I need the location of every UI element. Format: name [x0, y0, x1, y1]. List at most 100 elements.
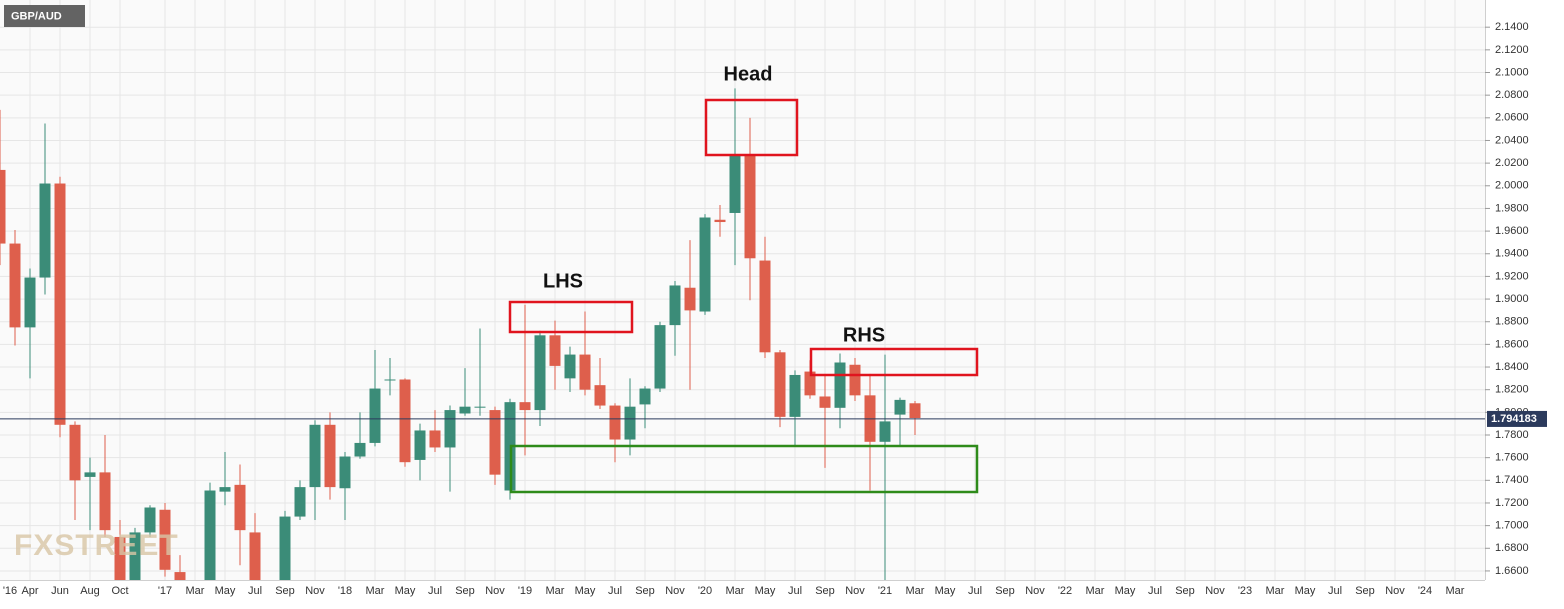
x-tick-label: Jul — [248, 585, 262, 597]
x-tick-label: Mar — [1266, 585, 1285, 597]
y-tick-label: 2.0800 — [1495, 89, 1529, 101]
x-tick-label: May — [1115, 585, 1136, 597]
candle-body — [564, 354, 576, 379]
y-tick-label: 1.7400 — [1495, 474, 1529, 486]
axes: 1.6600 1.6800 1.7000 1.7200 1.7400 1.7600 1.78… — [0, 21, 1547, 597]
candle-body — [519, 402, 531, 411]
x-tick-label: Nov — [845, 585, 865, 597]
candle-body — [459, 406, 471, 414]
x-tick-label: '22 — [1058, 585, 1072, 597]
rhs-box — [809, 347, 979, 377]
x-tick-label: '21 — [878, 585, 892, 597]
candle-body — [414, 430, 426, 460]
symbol-tag — [4, 5, 85, 27]
candle-body — [804, 371, 816, 396]
lhs-box — [508, 300, 634, 334]
x-tick-label: Sep — [635, 585, 655, 597]
x-tick-label: Jun — [51, 585, 69, 597]
candle-body — [534, 335, 546, 411]
x-tick-label: May — [935, 585, 956, 597]
x-tick-label: Jul — [1328, 585, 1342, 597]
x-tick-label: May — [755, 585, 776, 597]
x-tick-label: Nov — [665, 585, 685, 597]
y-tick-label: 2.0000 — [1495, 180, 1529, 192]
candle-body — [714, 219, 726, 223]
x-tick-label: Nov — [305, 585, 325, 597]
annotation: Head — [724, 63, 773, 85]
support-box — [509, 444, 979, 494]
x-tick-label: '24 — [1418, 585, 1432, 597]
candle-body — [0, 169, 6, 244]
x-tick-label: May — [575, 585, 596, 597]
candle-body — [339, 456, 351, 489]
candle-body — [444, 410, 456, 448]
candle-body — [114, 536, 126, 580]
candle-body — [234, 484, 246, 531]
y-tick-label: 1.8600 — [1495, 338, 1529, 350]
candle-body — [579, 354, 591, 390]
price-axis-background — [1485, 0, 1564, 604]
x-tick-label: Aug — [80, 585, 100, 597]
candle-body — [879, 421, 891, 442]
last-price-tag — [1487, 410, 1547, 427]
candle-body — [99, 472, 111, 531]
head-box — [704, 98, 799, 157]
candle-body — [594, 385, 606, 406]
plot-background — [0, 0, 1485, 580]
y-tick-label: 1.8200 — [1495, 384, 1529, 396]
candle-body — [265, 594, 276, 604]
x-tick-label: Nov — [1025, 585, 1045, 597]
candle-body — [684, 287, 696, 311]
candle-body — [324, 424, 336, 488]
candle-body — [654, 325, 666, 389]
x-tick-label: Jul — [1148, 585, 1162, 597]
candle-body — [789, 374, 801, 417]
watermark: FXSTREET — [14, 529, 179, 562]
y-tick-label: 1.7200 — [1495, 497, 1529, 509]
candle-body — [69, 424, 81, 481]
x-tick-label: Sep — [815, 585, 835, 597]
candle-body — [39, 183, 51, 278]
candle-body — [24, 277, 36, 328]
annotation: LHS — [543, 270, 583, 292]
x-tick-label: Mar — [366, 585, 385, 597]
y-tick-label: 1.8800 — [1495, 316, 1529, 328]
x-tick-label: Jul — [788, 585, 802, 597]
candle-body — [249, 532, 261, 580]
y-tick-label: 2.0600 — [1495, 112, 1529, 124]
y-tick-label: 1.6800 — [1495, 542, 1529, 554]
x-tick-label: Apr — [21, 585, 38, 597]
candle-body — [129, 532, 141, 580]
x-tick-label: Sep — [275, 585, 295, 597]
y-tick-label: 2.0400 — [1495, 134, 1529, 146]
candle-body — [489, 410, 501, 475]
candle-body — [849, 364, 861, 396]
candle-body — [54, 183, 66, 425]
y-tick-label: 1.9000 — [1495, 293, 1529, 305]
x-tick-label: May — [395, 585, 416, 597]
x-tick-label: Mar — [1446, 585, 1465, 597]
x-tick-label: Sep — [455, 585, 475, 597]
candle-body — [204, 490, 216, 580]
y-tick-label: 1.7000 — [1495, 520, 1529, 532]
candle-body — [384, 379, 396, 381]
candle-body — [354, 442, 366, 457]
x-tick-label: Jul — [428, 585, 442, 597]
candle-body — [159, 509, 171, 570]
x-tick-label: Oct — [111, 585, 128, 597]
x-tick-label: '17 — [158, 585, 172, 597]
candle-body — [144, 507, 156, 533]
y-tick-label: 1.6600 — [1495, 565, 1529, 577]
x-tick-label: Sep — [1175, 585, 1195, 597]
candle-body — [669, 285, 681, 326]
x-tick-label: Nov — [1205, 585, 1225, 597]
candle-body — [759, 260, 771, 353]
x-tick-label: Mar — [186, 585, 205, 597]
x-tick-label: Nov — [485, 585, 505, 597]
candle-body — [9, 243, 21, 328]
y-tick-label: 1.9400 — [1495, 248, 1529, 260]
candle-body — [819, 396, 831, 408]
y-tick-label: 2.0200 — [1495, 157, 1529, 169]
x-tick-label: Jul — [608, 585, 622, 597]
y-tick-label: 1.7600 — [1495, 452, 1529, 464]
